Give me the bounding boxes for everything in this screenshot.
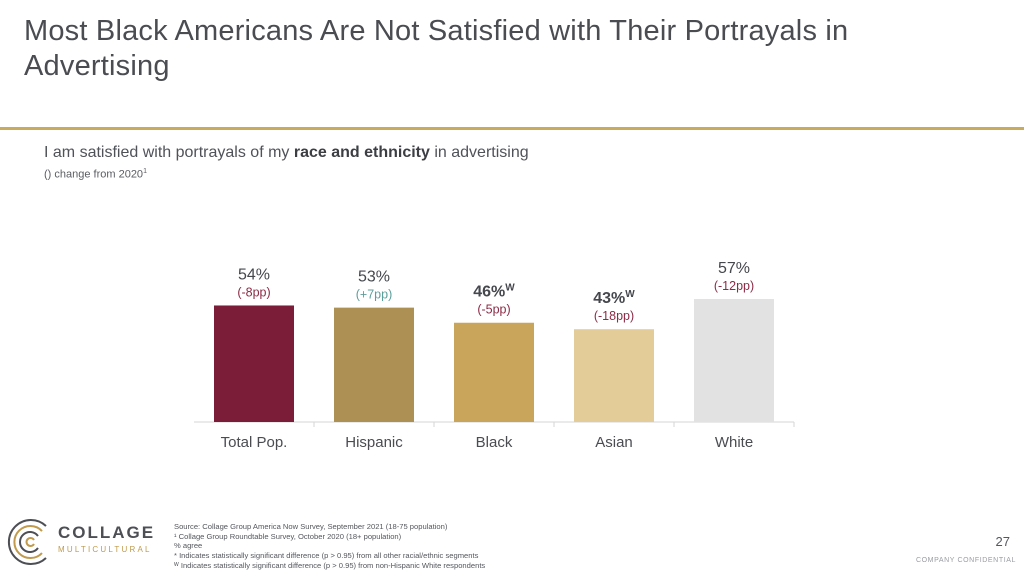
survey-question: I am satisfied with portrayals of my rac… bbox=[44, 144, 529, 162]
confidential-label: COMPANY CONFIDENTIAL bbox=[915, 557, 1016, 564]
page-number: 27 bbox=[995, 534, 1010, 549]
bar bbox=[214, 305, 294, 422]
change-note-text: () change from 2020 bbox=[44, 168, 144, 181]
bar bbox=[454, 322, 534, 422]
change-label: (-18pp) bbox=[594, 309, 634, 323]
bar bbox=[694, 299, 774, 422]
significance-marker: W bbox=[505, 283, 515, 294]
x-tick-label: Asian bbox=[595, 434, 633, 451]
footnote-line: * Indicates statistically significant di… bbox=[174, 551, 479, 561]
change-label: (-8pp) bbox=[237, 285, 270, 299]
change-note: () change from 20201 bbox=[44, 168, 147, 181]
question-bold: race and ethnicity bbox=[293, 144, 430, 161]
footnote-line: Source: Collage Group America Now Survey… bbox=[174, 522, 448, 531]
data-label: 46%W bbox=[473, 283, 515, 301]
x-tick-label: Hispanic bbox=[345, 434, 403, 451]
data-label: 53% bbox=[358, 269, 390, 286]
bar bbox=[334, 307, 414, 422]
data-label: 57% bbox=[718, 260, 750, 277]
collage-logo-icon bbox=[7, 519, 47, 565]
title-divider bbox=[0, 127, 1024, 130]
footnote-line: ᵂ Indicates statistically significant di… bbox=[174, 560, 486, 570]
question-prefix: I am satisfied with portrayals of my bbox=[44, 144, 294, 161]
change-label: (+7pp) bbox=[356, 288, 392, 302]
significance-marker: W bbox=[625, 289, 635, 300]
footnote-line: % agree bbox=[174, 541, 203, 551]
page-title: Most Black Americans Are Not Satisfied w… bbox=[24, 15, 849, 82]
x-tick-label: Black bbox=[476, 434, 513, 451]
x-tick-label: Total Pop. bbox=[221, 434, 288, 451]
logo-subtitle: MULTICULTURAL bbox=[58, 545, 152, 554]
bar bbox=[574, 329, 654, 422]
footnote-line: ¹ Collage Group Roundtable Survey, Octob… bbox=[174, 531, 402, 541]
data-label: 54% bbox=[238, 266, 270, 283]
question-suffix: in advertising bbox=[429, 144, 529, 161]
change-label: (-5pp) bbox=[477, 303, 510, 317]
data-label: 43%W bbox=[593, 289, 635, 307]
x-tick-label: White bbox=[715, 434, 753, 451]
change-label: (-12pp) bbox=[714, 279, 754, 293]
footnotes: Source: Collage Group America Now Survey… bbox=[174, 522, 734, 571]
logo-wordmark: COLLAGE bbox=[58, 523, 156, 542]
change-note-sup: 1 bbox=[143, 168, 147, 175]
